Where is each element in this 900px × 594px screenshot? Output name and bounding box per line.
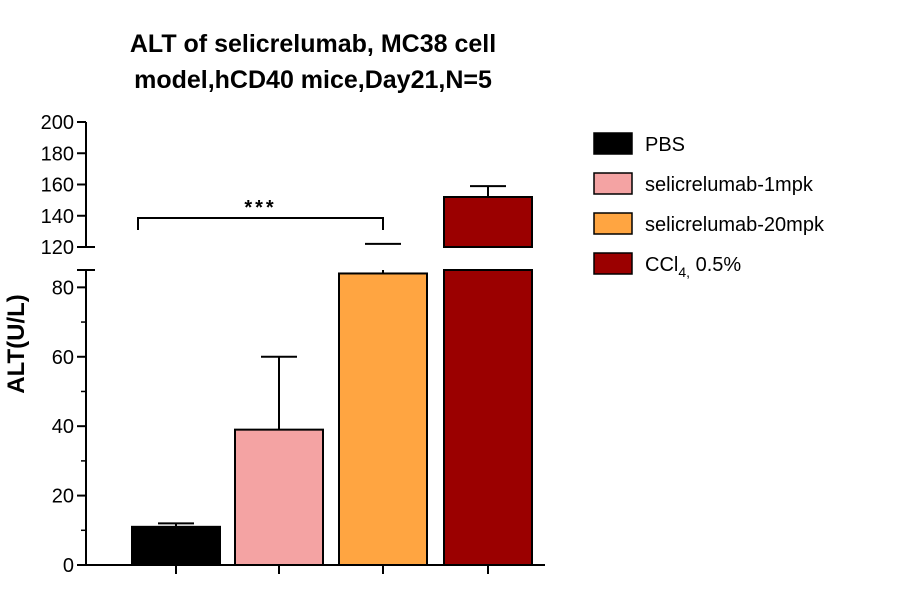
error-bar-1 — [261, 355, 297, 430]
bars-layer — [131, 196, 533, 567]
bar-0 — [131, 525, 221, 567]
chart-title-line-2: model,hCD40 mice,Day21,N=5 — [134, 66, 492, 94]
x-axis — [86, 564, 545, 574]
y-lower-tick-label-0: 0 — [63, 555, 74, 577]
significance-bracket-line — [137, 217, 384, 230]
y-upper-tick-label-160: 160 — [41, 175, 74, 197]
error-bar-0 — [158, 522, 194, 527]
legend-item-3: CCl4, 0.5% — [593, 252, 741, 280]
error-bar-2 — [365, 242, 401, 274]
y-upper-tick-label-120: 120 — [41, 237, 74, 259]
bar-2 — [338, 272, 428, 566]
bar-3-lower — [443, 269, 533, 566]
legend-swatch-3 — [593, 252, 633, 275]
legend: PBS selicrelumab-1mpk selicrelumab-20mpk CC… — [593, 132, 825, 280]
legend-label-0: PBS — [645, 134, 685, 156]
legend-label-2: selicrelumab-20mpk — [645, 214, 825, 236]
legend-label-1: selicrelumab-1mpk — [645, 174, 814, 196]
y-lower-tick-label-60: 60 — [52, 347, 74, 369]
legend-swatch-1 — [593, 172, 633, 195]
error-bar-3 — [470, 185, 506, 197]
legend-label-3: CCl4, 0.5% — [645, 254, 741, 280]
chart-title-line-1: ALT of selicrelumab, MC38 cell — [130, 30, 496, 58]
bar-1 — [234, 428, 324, 566]
y-lower-tick-label-20: 20 — [52, 486, 74, 508]
error-bars-layer — [158, 185, 506, 527]
y-upper-tick-label-180: 180 — [41, 143, 74, 165]
significance-label: *** — [244, 197, 276, 219]
y-lower-tick-label-80: 80 — [52, 277, 74, 299]
y-upper-tick-label-200: 200 — [41, 112, 74, 134]
legend-swatch-2 — [593, 212, 633, 235]
chart-title: ALT of selicrelumab, MC38 cell model,hCD… — [130, 30, 496, 94]
y-axis-label: ALT(U/L) — [3, 294, 30, 394]
bar-3-upper — [443, 196, 533, 248]
y-axis: 0 20 40 60 80 120 140 160 180 200 — [41, 112, 95, 577]
significance-bracket: *** — [137, 197, 384, 230]
legend-item-1: selicrelumab-1mpk — [593, 172, 814, 196]
y-upper-tick-label-140: 140 — [41, 206, 74, 228]
legend-swatch-0 — [593, 132, 633, 155]
legend-item-0: PBS — [593, 132, 685, 156]
y-lower-tick-label-40: 40 — [52, 416, 74, 438]
legend-item-2: selicrelumab-20mpk — [593, 212, 825, 236]
